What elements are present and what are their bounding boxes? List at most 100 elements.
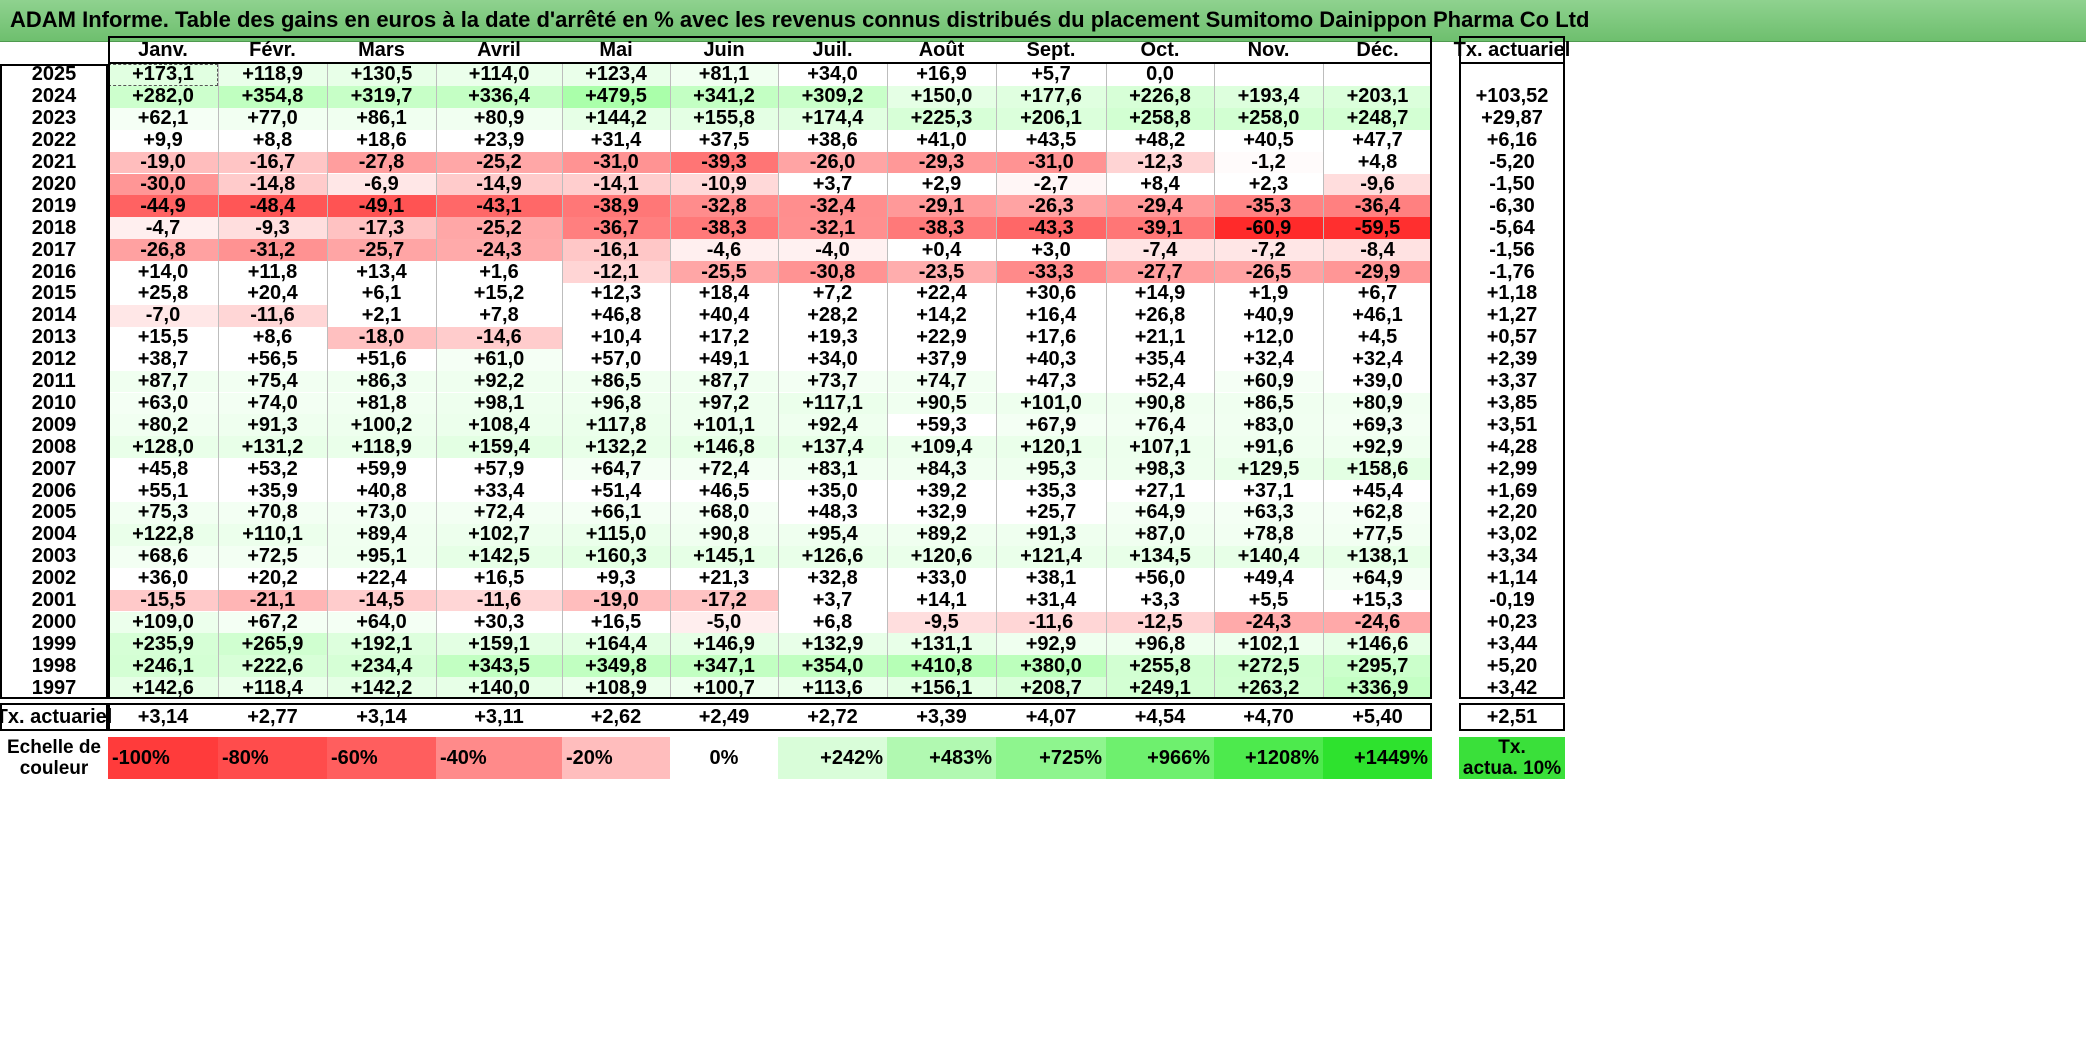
month-header: Juin	[703, 38, 745, 61]
table-cell: +98,1	[436, 392, 562, 415]
table-cell: -32,8	[670, 195, 778, 218]
rate-cell: +1,18	[1486, 282, 1538, 305]
table-cell: +40,8	[327, 480, 436, 502]
year-label: 2006	[31, 479, 77, 502]
table-cell: +117,8	[562, 414, 670, 437]
table-cell: +295,7	[1323, 655, 1432, 678]
table-cell: +282,0	[108, 85, 218, 108]
rate-cell: +0,23	[1486, 610, 1538, 633]
year-label: 2009	[31, 413, 77, 436]
table-cell: +74,0	[218, 392, 327, 415]
scale-step: +483%	[887, 737, 996, 779]
table-cell: +45,4	[1323, 480, 1432, 502]
table-cell: +118,9	[327, 436, 436, 459]
table-cell: +146,9	[670, 633, 778, 656]
table-cell: +92,9	[1323, 436, 1432, 459]
scale-step: +1208%	[1214, 737, 1323, 779]
table-cell: +40,9	[1214, 304, 1323, 327]
year-label: 1997	[31, 676, 77, 699]
table-cell: +77,0	[218, 107, 327, 130]
year-label: 2015	[31, 282, 77, 305]
table-cell: -26,8	[108, 239, 218, 262]
table-cell: +37,1	[1214, 480, 1323, 502]
footer-rate: +2,49	[698, 705, 750, 728]
table-cell: +47,3	[996, 370, 1106, 393]
year-label: 2007	[31, 457, 77, 480]
table-cell: +146,8	[670, 436, 778, 459]
table-cell: +174,4	[778, 107, 887, 130]
table-cell: +56,5	[218, 348, 327, 371]
footer-rate: +3,14	[356, 705, 407, 728]
table-cell: -26,3	[996, 195, 1106, 218]
table-cell: +55,1	[108, 480, 218, 502]
table-cell: +43,5	[996, 129, 1106, 152]
table-cell: +33,4	[436, 480, 562, 502]
table-cell: +31,4	[562, 129, 670, 152]
title-bar: ADAM Informe. Table des gains en euros à…	[0, 0, 2086, 42]
footer-rate: +5,40	[1352, 705, 1403, 728]
table-cell: +95,4	[778, 523, 887, 546]
table-cell: +18,6	[327, 129, 436, 152]
scale-step: -100%	[108, 737, 218, 779]
table-cell: +38,1	[996, 567, 1106, 590]
scale-rate-legend: Tx. actua. 10%	[1459, 737, 1565, 779]
year-label: 2019	[31, 194, 77, 217]
table-cell: +14,9	[1106, 282, 1214, 305]
table-cell: -16,1	[562, 239, 670, 262]
table-cell: -15,5	[108, 589, 218, 612]
scale-label-line1: Echelle de	[7, 737, 101, 758]
table-cell: +138,1	[1323, 545, 1432, 568]
table-cell: +92,4	[778, 414, 887, 437]
table-cell: -24,3	[1214, 611, 1323, 634]
year-label: 2017	[31, 238, 77, 261]
table-cell: +78,8	[1214, 523, 1323, 546]
table-cell: +208,7	[996, 677, 1106, 700]
table-cell: +97,2	[670, 392, 778, 415]
table-cell: -14,6	[436, 326, 562, 349]
month-header: Mai	[599, 38, 633, 61]
table-cell: +109,0	[108, 611, 218, 634]
table-cell: -14,8	[218, 173, 327, 196]
year-label: 2016	[31, 260, 77, 283]
table-cell: +134,5	[1106, 545, 1214, 568]
table-cell: -30,0	[108, 173, 218, 196]
year-label: 2003	[31, 545, 77, 568]
year-label: 2013	[31, 326, 77, 349]
table-cell: +38,6	[778, 129, 887, 152]
table-cell: +158,6	[1323, 458, 1432, 481]
table-cell: +28,2	[778, 304, 887, 327]
column-divider	[778, 64, 779, 700]
table-cell: +14,2	[887, 304, 996, 327]
rate-cell: +2,20	[1486, 501, 1538, 524]
table-cell: -39,3	[670, 151, 778, 174]
table-cell: +62,1	[108, 107, 218, 130]
table-cell: +255,8	[1106, 655, 1214, 678]
rate-cell: +3,42	[1486, 676, 1538, 699]
table-cell: +72,4	[436, 501, 562, 524]
table-cell: +142,6	[108, 677, 218, 700]
table-cell	[1323, 64, 1432, 86]
year-label: 2011	[32, 370, 76, 393]
table-cell: +30,6	[996, 282, 1106, 305]
table-cell: +98,3	[1106, 458, 1214, 481]
month-header: Mars	[358, 38, 405, 61]
table-cell: +92,9	[996, 633, 1106, 656]
scale-step: +966%	[1106, 737, 1214, 779]
table-cell: +80,9	[1323, 392, 1432, 415]
table-cell: +4,5	[1323, 326, 1432, 349]
rate-cell: -1,76	[1489, 260, 1535, 283]
table-cell: +80,9	[436, 107, 562, 130]
table-cell: +249,1	[1106, 677, 1214, 700]
year-label: 2000	[31, 610, 77, 633]
table-cell: -31,0	[562, 151, 670, 174]
table-cell: +19,3	[778, 326, 887, 349]
table-cell: +14,1	[887, 589, 996, 612]
table-cell: +177,6	[996, 85, 1106, 108]
table-cell: +142,2	[327, 677, 436, 700]
table-cell: +48,2	[1106, 129, 1214, 152]
year-label: 2008	[31, 435, 77, 458]
year-label: 2020	[31, 172, 77, 195]
scale-label: Echelle de couleur	[0, 737, 108, 779]
table-cell: +131,2	[218, 436, 327, 459]
table-cell: -17,3	[327, 217, 436, 240]
